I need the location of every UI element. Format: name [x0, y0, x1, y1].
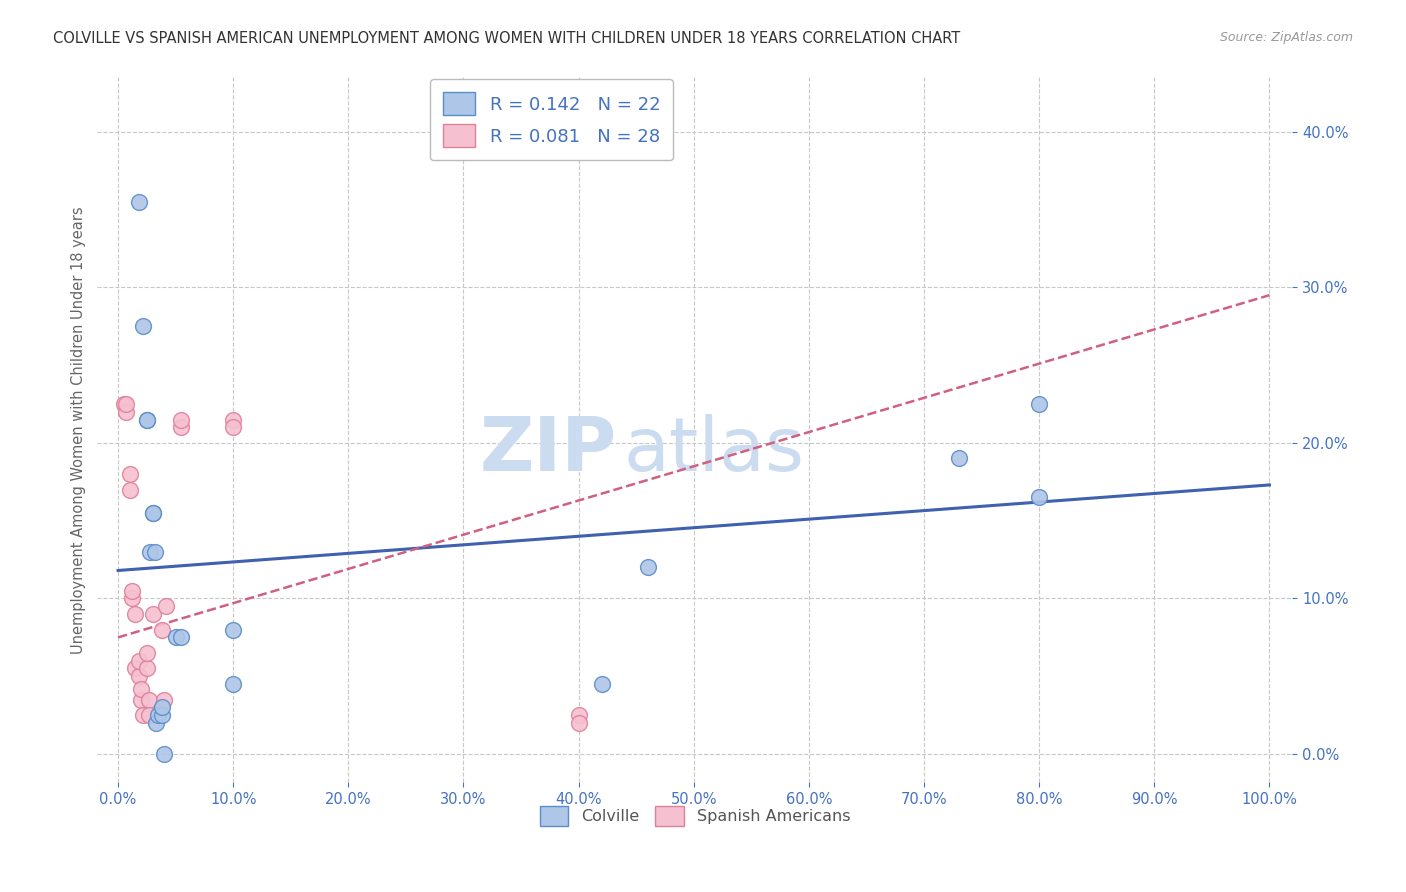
Point	[1028, 491, 1050, 505]
Text: Source: ZipAtlas.com: Source: ZipAtlas.com	[1219, 31, 1353, 45]
Point	[170, 631, 193, 645]
Point	[129, 692, 152, 706]
Text: atlas: atlas	[623, 415, 804, 487]
Point	[132, 319, 155, 334]
Point	[222, 623, 245, 637]
Point	[1028, 397, 1050, 411]
Text: COLVILLE VS SPANISH AMERICAN UNEMPLOYMENT AMONG WOMEN WITH CHILDREN UNDER 18 YEA: COLVILLE VS SPANISH AMERICAN UNEMPLOYMEN…	[53, 31, 960, 46]
Point	[222, 412, 245, 426]
Point	[170, 420, 193, 434]
Point	[145, 715, 167, 730]
Point	[150, 700, 173, 714]
Point	[153, 747, 176, 761]
Point	[138, 692, 160, 706]
Point	[568, 715, 591, 730]
Point	[591, 677, 613, 691]
Point	[135, 412, 157, 426]
Point	[155, 599, 177, 614]
Point	[142, 506, 165, 520]
Point	[118, 483, 141, 497]
Point	[118, 467, 141, 481]
Point	[148, 708, 170, 723]
Point	[129, 681, 152, 696]
Point	[143, 545, 166, 559]
Point	[124, 607, 146, 621]
Point	[222, 420, 245, 434]
Y-axis label: Unemployment Among Women with Children Under 18 years: Unemployment Among Women with Children U…	[72, 206, 86, 654]
Point	[115, 397, 138, 411]
Point	[222, 677, 245, 691]
Point	[142, 506, 165, 520]
Point	[637, 560, 659, 574]
Point	[150, 623, 173, 637]
Point	[135, 661, 157, 675]
Legend: Colville, Spanish Americans: Colville, Spanish Americans	[531, 798, 858, 834]
Point	[135, 646, 157, 660]
Point	[568, 708, 591, 723]
Point	[128, 669, 150, 683]
Text: ZIP: ZIP	[479, 415, 617, 487]
Point	[153, 692, 176, 706]
Point	[121, 583, 143, 598]
Point	[132, 708, 155, 723]
Point	[150, 708, 173, 723]
Point	[128, 194, 150, 209]
Point	[138, 708, 160, 723]
Point	[115, 405, 138, 419]
Point	[948, 451, 970, 466]
Point	[112, 397, 135, 411]
Point	[165, 631, 187, 645]
Point	[139, 545, 162, 559]
Point	[170, 412, 193, 426]
Point	[128, 654, 150, 668]
Point	[124, 661, 146, 675]
Point	[121, 591, 143, 606]
Point	[142, 607, 165, 621]
Point	[135, 412, 157, 426]
